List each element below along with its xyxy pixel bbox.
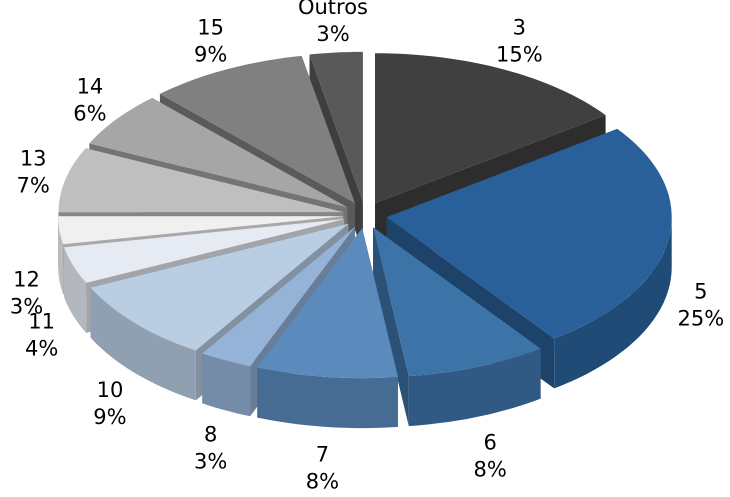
slice-value-label: 8% — [306, 469, 339, 493]
slice-category: 12 — [13, 267, 40, 291]
slice-value-label: 9% — [194, 42, 227, 66]
slice-wall — [202, 353, 251, 417]
slice-value-label: 3% — [194, 450, 227, 474]
slice — [386, 128, 672, 339]
slice-category: 8 — [204, 423, 217, 447]
slice-category: 14 — [77, 74, 104, 98]
slice-side — [373, 227, 409, 427]
slice-value-label: 4% — [25, 336, 58, 360]
slice — [202, 226, 355, 367]
slice — [64, 219, 345, 283]
slice — [159, 55, 355, 204]
tops — [58, 51, 672, 379]
slice-value-label: 25% — [677, 307, 724, 331]
slice-category: 10 — [97, 378, 124, 402]
slice-wall — [64, 247, 87, 333]
slice-category: 6 — [483, 430, 496, 454]
slice-wall — [58, 216, 64, 295]
slice-value-label: 9% — [93, 405, 126, 429]
slice-value-label: 3% — [316, 22, 349, 46]
slice — [373, 227, 541, 377]
slice-value-label: 15% — [496, 42, 543, 66]
slice-wall — [554, 217, 672, 389]
slice-category: 11 — [28, 309, 55, 333]
slice — [58, 216, 344, 245]
slice-wall — [408, 348, 541, 427]
slice-category: 5 — [694, 280, 707, 304]
slice-category: 3 — [513, 15, 526, 39]
slice-category: Outros — [298, 0, 368, 19]
slice — [90, 223, 349, 351]
slice — [375, 53, 606, 204]
slice-category: 13 — [20, 146, 47, 170]
slice — [58, 148, 344, 213]
slice — [309, 51, 363, 202]
slice-wall — [257, 367, 398, 429]
slice-value-label: 8% — [473, 457, 506, 481]
slice — [257, 228, 398, 379]
slice-value-label: 3% — [10, 294, 43, 318]
slice — [89, 97, 348, 208]
slice-value-label: 6% — [73, 101, 106, 125]
slice-wall — [90, 287, 196, 401]
slice-value-label: 7% — [17, 173, 50, 197]
slice-category: 7 — [316, 442, 329, 466]
slice-category: 15 — [197, 15, 224, 39]
